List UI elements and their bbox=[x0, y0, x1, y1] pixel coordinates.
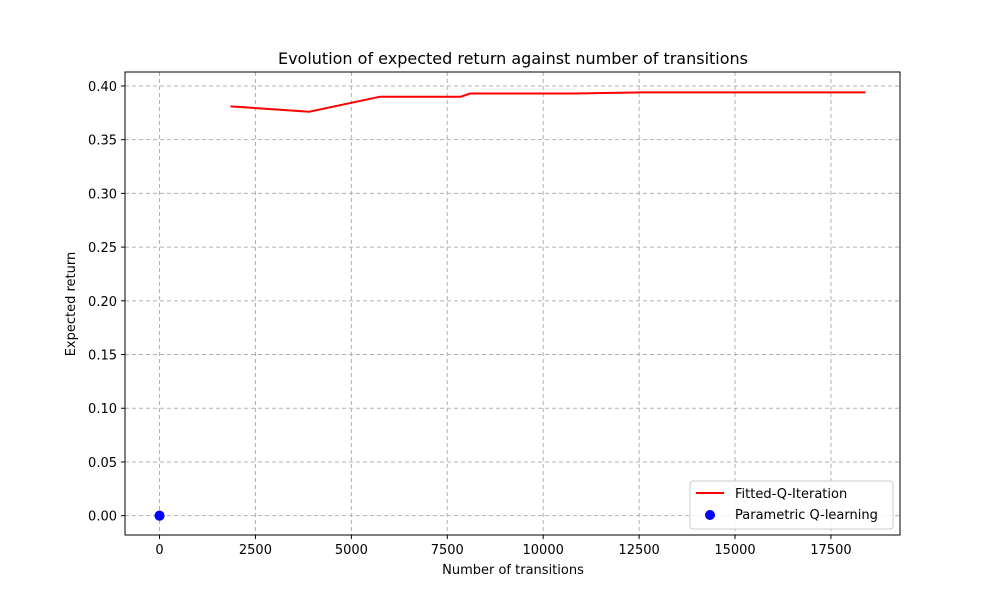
scatter-point-parametric-q-learning bbox=[154, 510, 165, 521]
legend-label-fitted-q: Fitted-Q-Iteration bbox=[735, 487, 847, 502]
y-tick-label: 0.00 bbox=[88, 510, 117, 525]
y-tick-label: 0.25 bbox=[88, 241, 117, 256]
y-tick-label: 0.15 bbox=[88, 349, 117, 364]
grid bbox=[125, 72, 900, 535]
legend-label-parametric-q: Parametric Q-learning bbox=[735, 508, 878, 523]
x-tick-label: 7500 bbox=[431, 543, 464, 558]
x-tick-label: 10000 bbox=[523, 543, 564, 558]
y-tick-label: 0.30 bbox=[88, 187, 117, 202]
series-layer bbox=[154, 91, 866, 521]
y-tick-label: 0.10 bbox=[88, 402, 117, 417]
legend-swatch-dot bbox=[705, 510, 715, 520]
x-tick-label: 0 bbox=[155, 543, 163, 558]
x-tick-label: 12500 bbox=[618, 543, 659, 558]
y-axis-title: Expected return bbox=[64, 252, 79, 357]
plot-frame bbox=[124, 71, 901, 536]
x-tick-label: 15000 bbox=[714, 543, 755, 558]
series-line-fitted-q-iteration bbox=[230, 91, 866, 113]
x-tick-label: 5000 bbox=[335, 543, 368, 558]
ticks: 0 2500 5000 7500 10000 12500 15000 17500 0.00 0.0… bbox=[88, 80, 852, 558]
chart-title: Evolution of expected return against num… bbox=[278, 49, 748, 68]
legend-box bbox=[689, 480, 894, 530]
y-tick-label: 0.40 bbox=[88, 80, 117, 95]
y-tick-label: 0.05 bbox=[88, 456, 117, 471]
x-tick-label: 2500 bbox=[239, 543, 272, 558]
y-tick-label: 0.20 bbox=[88, 295, 117, 310]
legend: Fitted-Q-Iteration Parametric Q-learning bbox=[689, 480, 894, 530]
y-tick-label: 0.35 bbox=[88, 134, 117, 149]
x-axis-title: Number of transitions bbox=[442, 563, 584, 578]
x-tick-label: 17500 bbox=[810, 543, 851, 558]
